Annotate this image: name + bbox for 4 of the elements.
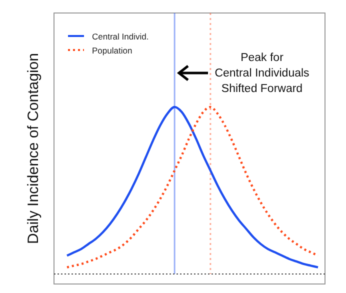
legend-label: Central Individ.: [92, 32, 149, 42]
legend-label: Population: [92, 46, 132, 56]
text: Peak for Central Individuals Shifted Forward: [214, 52, 310, 95]
y-axis-title: Daily Incidence of Contagion: [25, 53, 42, 244]
